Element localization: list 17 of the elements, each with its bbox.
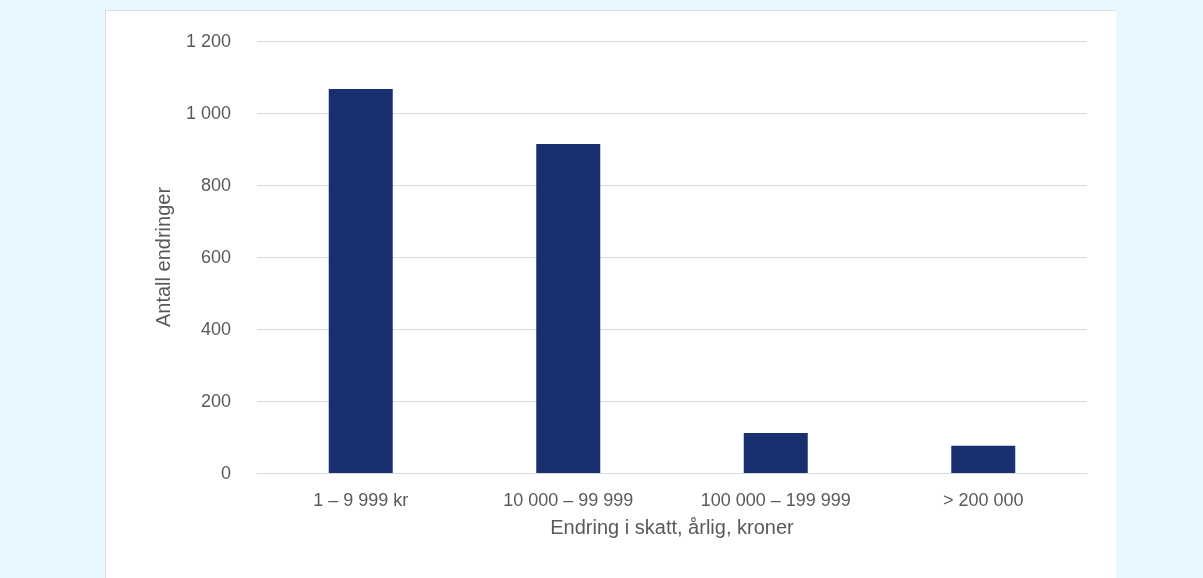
x-tick-label: > 200 000 <box>942 490 1024 510</box>
y-tick-label: 400 <box>200 319 231 339</box>
y-tick-label: 1 200 <box>185 31 231 51</box>
y-tick-label: 1 000 <box>185 103 231 123</box>
y-axis-title: Antall endringer <box>152 186 174 328</box>
y-tick-label: 800 <box>200 175 231 195</box>
y-tick-label: 600 <box>200 247 231 267</box>
bar <box>743 433 808 473</box>
x-tick-label: 1 – 9 999 kr <box>313 490 409 510</box>
x-axis-title: Endring i skatt, årlig, kroner <box>550 516 795 538</box>
bar <box>328 88 393 473</box>
bar <box>536 143 601 473</box>
y-tick-label: 200 <box>200 391 231 411</box>
x-tick-label: 10 000 – 99 999 <box>503 490 634 510</box>
x-tick-label: 100 000 – 199 999 <box>700 490 851 510</box>
bar <box>951 445 1016 473</box>
y-tick-label: 0 <box>220 463 231 483</box>
